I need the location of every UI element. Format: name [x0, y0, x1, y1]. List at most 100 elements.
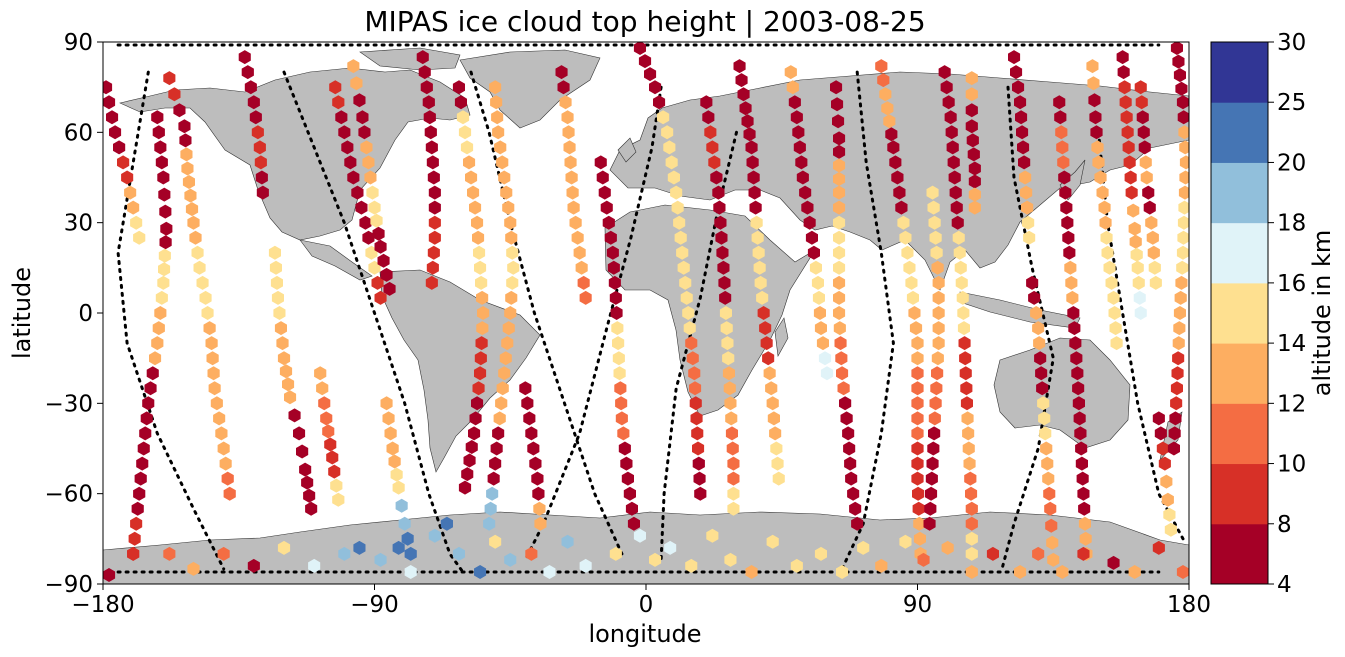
ice-cloud-point-303	[692, 456, 705, 471]
ice-cloud-point-653	[1174, 290, 1187, 305]
ice-cloud-point-360	[770, 441, 783, 456]
ice-cloud-point-29	[205, 336, 218, 351]
ice-cloud-point-642	[1178, 125, 1189, 140]
ice-cloud-point-224	[519, 381, 532, 396]
ice-cloud-point-359	[769, 426, 782, 441]
ice-cloud-point-399	[833, 306, 846, 320]
ice-cloud-point-105	[328, 464, 341, 479]
ice-cloud-point-603	[1123, 155, 1136, 170]
ice-cloud-point-88	[279, 364, 293, 379]
ice-cloud-point-504	[965, 71, 978, 86]
ice-cloud-point-502	[965, 531, 978, 546]
ice-cloud-point-614	[1134, 80, 1147, 95]
ice-cloud-point-373	[803, 215, 816, 230]
ice-cloud-point-99	[316, 381, 329, 396]
ice-cloud-point-475	[945, 125, 958, 140]
ice-cloud-point-288	[674, 230, 687, 245]
ice-cloud-point-346	[751, 230, 764, 245]
ice-cloud-point-704	[965, 565, 978, 579]
ice-cloud-point-150	[416, 50, 429, 65]
ice-cloud-point-350	[756, 290, 769, 305]
ice-cloud-point-186	[472, 381, 485, 396]
ice-cloud-point-528	[1028, 290, 1041, 305]
ice-cloud-point-637	[1172, 54, 1185, 69]
ice-cloud-point-422	[891, 170, 904, 185]
ice-cloud-point-616	[1136, 110, 1149, 125]
ice-cloud-point-383	[820, 366, 834, 381]
ice-cloud-point-40	[151, 110, 164, 125]
ice-cloud-point-191	[463, 453, 476, 468]
ice-cloud-point-595	[1110, 336, 1123, 351]
ice-cloud-point-234	[555, 65, 568, 80]
ice-cloud-point-353	[760, 336, 773, 351]
ice-cloud-point-552	[1059, 185, 1072, 200]
ice-cloud-point-709	[1077, 546, 1090, 561]
ice-cloud-point-258	[608, 275, 621, 290]
ice-cloud-point-202	[502, 200, 515, 215]
ice-cloud-point-280	[657, 110, 670, 125]
ice-cloud-point-434	[911, 351, 924, 366]
ice-cloud-point-273	[625, 501, 638, 516]
ice-cloud-point-287	[673, 215, 686, 230]
ice-cloud-point-345	[750, 215, 763, 230]
ice-cloud-point-130	[364, 170, 377, 185]
y-tick-label: 0	[78, 301, 93, 327]
land-australia	[993, 337, 1131, 449]
ice-cloud-point-687	[609, 546, 622, 561]
ice-cloud-point-137	[380, 267, 393, 282]
ice-cloud-point-679	[452, 546, 465, 561]
ice-cloud-point-243	[567, 200, 580, 215]
ice-cloud-point-281	[661, 125, 674, 140]
ice-cloud-point-589	[1101, 245, 1114, 260]
ice-cloud-point-613	[1134, 306, 1147, 320]
ice-cloud-point-0	[103, 80, 113, 95]
ice-cloud-point-465	[927, 441, 940, 456]
ice-cloud-point-92	[293, 426, 306, 441]
ice-cloud-point-646	[1178, 185, 1189, 200]
ice-cloud-point-306	[700, 95, 713, 110]
colorbar-label: altitude in km	[1308, 230, 1336, 397]
ice-cloud-point-545	[1047, 552, 1060, 567]
ice-cloud-point-241	[565, 170, 578, 185]
colorbar-segment	[1211, 162, 1268, 224]
ice-cloud-point-622	[1143, 200, 1156, 215]
ice-cloud-point-113	[344, 155, 357, 170]
ice-cloud-point-355	[763, 366, 776, 381]
ice-cloud-point-349	[754, 275, 767, 290]
ice-cloud-point-368	[793, 140, 806, 155]
ice-cloud-point-474	[944, 110, 957, 125]
ice-cloud-point-560	[1067, 306, 1080, 320]
ice-cloud-point-307	[702, 110, 715, 125]
ice-cloud-point-604	[1124, 170, 1137, 185]
ice-cloud-point-222	[484, 501, 497, 516]
ice-cloud-point-483	[953, 245, 966, 260]
ice-cloud-point-531	[1033, 336, 1046, 351]
ice-cloud-point-354	[762, 351, 775, 366]
ice-cloud-point-144	[390, 467, 403, 482]
ice-cloud-point-632	[1160, 474, 1173, 489]
ice-cloud-point-562	[1069, 336, 1082, 351]
ice-cloud-point-78	[255, 170, 268, 185]
ice-cloud-point-661	[1169, 411, 1182, 426]
ice-cloud-point-38	[221, 471, 234, 486]
ice-cloud-point-696	[790, 558, 803, 573]
ice-cloud-point-424	[895, 200, 908, 215]
ice-cloud-point-416	[879, 87, 892, 102]
ice-cloud-point-5	[117, 155, 130, 170]
ice-cloud-point-233	[534, 516, 547, 531]
ice-cloud-point-530	[1032, 321, 1045, 336]
ice-cloud-point-93	[296, 444, 309, 459]
ice-cloud-point-215	[495, 396, 508, 411]
ice-cloud-point-58	[144, 381, 157, 396]
ice-cloud-point-53	[154, 306, 167, 320]
ice-cloud-point-266	[615, 396, 628, 411]
ice-cloud-point-442	[911, 471, 924, 486]
ice-cloud-point-201	[500, 185, 513, 200]
ice-cloud-point-289	[676, 245, 689, 260]
ice-cloud-point-699	[857, 540, 870, 555]
ice-cloud-point-70	[238, 50, 251, 65]
ice-cloud-point-498	[964, 471, 977, 486]
ice-cloud-point-275	[633, 42, 646, 55]
ice-cloud-point-77	[254, 155, 267, 170]
ice-cloud-point-214	[496, 381, 509, 396]
